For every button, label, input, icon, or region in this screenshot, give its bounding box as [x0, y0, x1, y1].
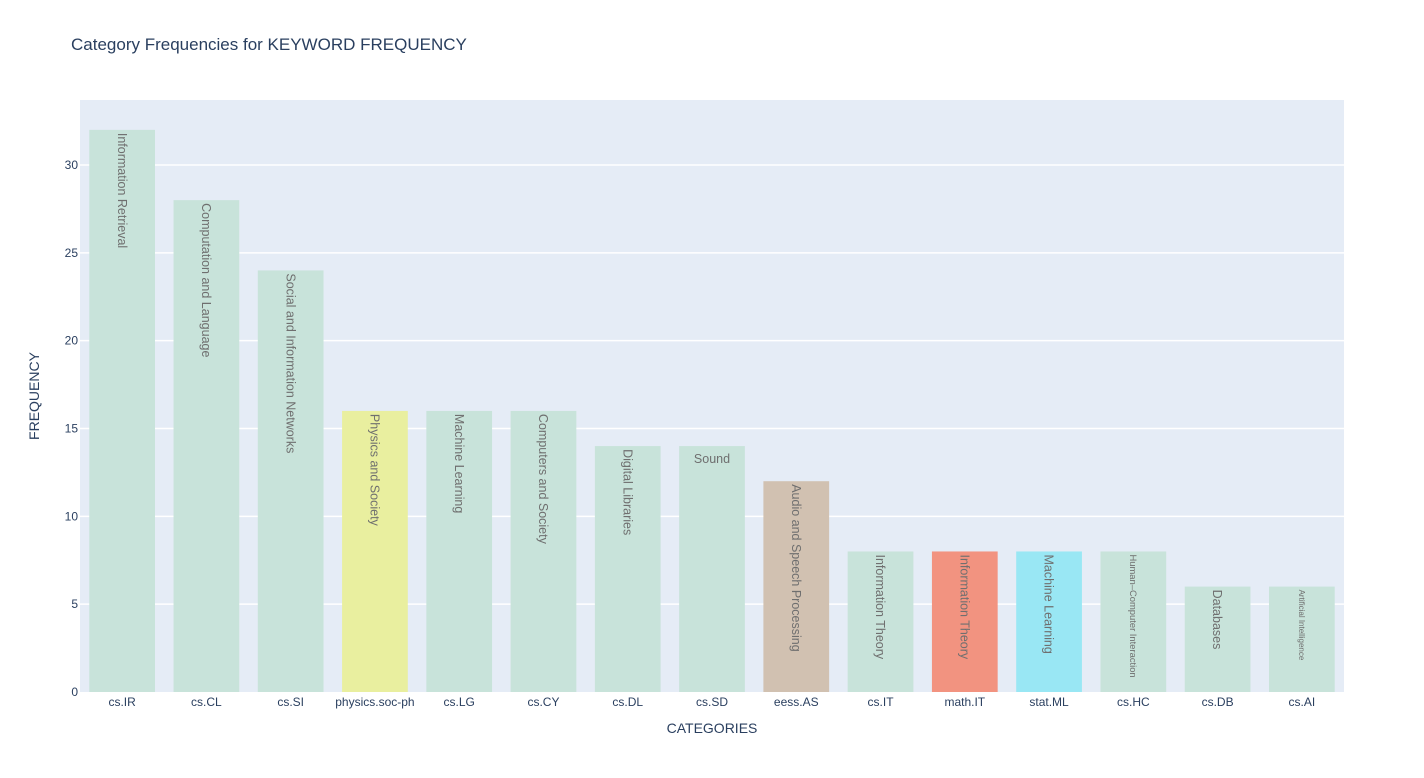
bar[interactable] [89, 129, 155, 692]
x-tick-label: math.IT [944, 695, 985, 709]
bar[interactable] [1269, 586, 1335, 692]
x-tick-label: cs.HC [1117, 695, 1150, 709]
y-tick-label: 10 [65, 509, 79, 523]
bar-data-label: Human–Computer Interaction [1128, 554, 1139, 677]
bar-data-label: Databases [1210, 590, 1224, 650]
bar-data-label: Machine Learning [1042, 554, 1056, 653]
bar[interactable] [510, 410, 577, 692]
bar[interactable] [173, 200, 240, 693]
bar-data-label: Computation and Language [199, 203, 213, 357]
y-tick-label: 25 [65, 246, 79, 260]
bar-data-label: Information Theory [957, 554, 971, 659]
x-tick-label: cs.DB [1202, 695, 1234, 709]
chart-title: Category Frequencies for KEYWORD FREQUEN… [71, 35, 467, 54]
x-tick-label: cs.AI [1289, 695, 1316, 709]
bar[interactable] [679, 446, 745, 692]
bar-data-label: Computers and Society [536, 414, 550, 545]
y-tick-label: 20 [65, 334, 79, 348]
x-tick-label: stat.ML [1029, 695, 1069, 709]
bar-data-label: Audio and Speech Processing [789, 484, 803, 652]
y-axis-label: FREQUENCY [26, 351, 42, 440]
bar-data-label: Machine Learning [452, 414, 466, 513]
x-tick-label: cs.CL [191, 695, 222, 709]
y-tick-label: 5 [71, 597, 78, 611]
x-tick-label: cs.LG [444, 695, 475, 709]
x-tick-label: eess.AS [774, 695, 819, 709]
bar-data-label: Information Retrieval [115, 133, 129, 248]
x-tick-label: cs.SD [696, 695, 728, 709]
x-tick-label: cs.IT [868, 695, 895, 709]
bar[interactable] [342, 410, 408, 692]
x-tick-label: cs.DL [612, 695, 643, 709]
bar[interactable] [1184, 586, 1251, 692]
x-tick-labels: cs.IR cs.CL cs.SI physics.soc-ph cs.LG cs.CY c… [108, 695, 1315, 709]
x-tick-label: physics.soc-ph [335, 695, 414, 709]
x-tick-label: cs.CY [527, 695, 559, 709]
bar[interactable] [763, 481, 830, 692]
bar-data-label: Information Theory [873, 554, 887, 659]
y-tick-labels: 0 5 10 15 20 25 30 [65, 158, 79, 699]
bar[interactable] [1016, 551, 1082, 692]
x-tick-label: cs.IR [108, 695, 136, 709]
bar-data-label: Artificial Intelligence [1297, 590, 1306, 661]
bar[interactable] [1100, 551, 1167, 692]
bars [89, 129, 1335, 693]
y-tick-label: 15 [65, 421, 79, 435]
bar[interactable] [594, 446, 661, 692]
bar[interactable] [426, 410, 493, 692]
y-tick-label: 30 [65, 158, 79, 172]
y-tick-label: 0 [71, 685, 78, 699]
bar[interactable] [847, 551, 914, 692]
bar-data-label: Digital Libraries [620, 449, 634, 535]
bar-data-label: Social and Information Networks [283, 273, 297, 453]
x-tick-label: cs.SI [277, 695, 304, 709]
x-axis-label: CATEGORIES [667, 720, 758, 736]
bar-labels: Information Retrieval Computation and Lan… [115, 133, 1306, 678]
bar[interactable] [931, 551, 998, 692]
bar-data-label: Sound [694, 452, 730, 466]
bar-data-label: Physics and Society [368, 414, 382, 527]
bar[interactable] [257, 270, 324, 692]
